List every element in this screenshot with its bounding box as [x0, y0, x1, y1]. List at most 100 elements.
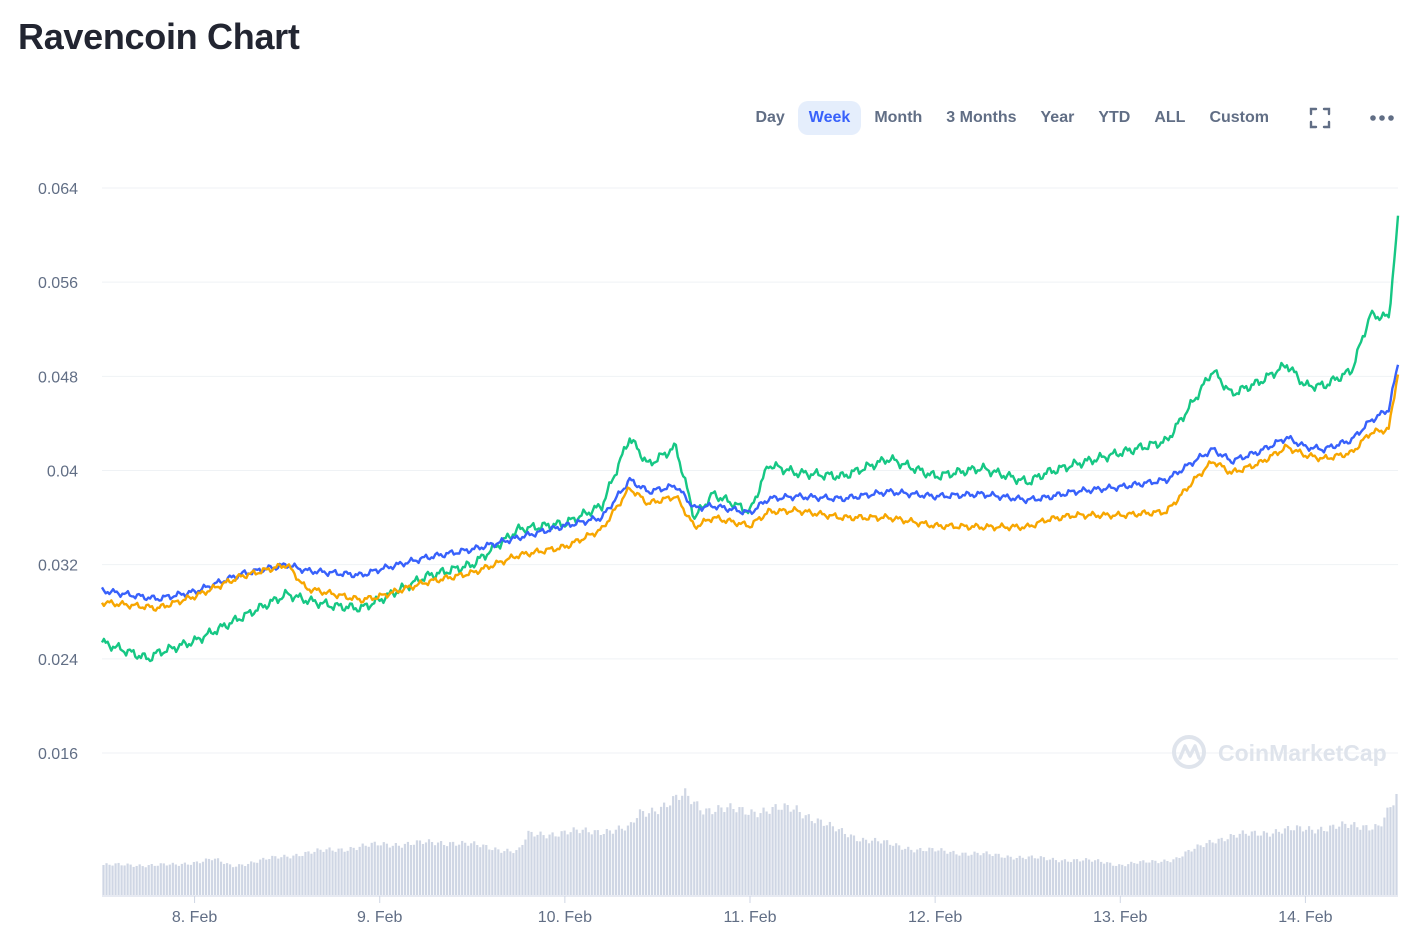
volume-bar — [424, 842, 428, 895]
volume-bar — [458, 844, 461, 895]
volume-bar — [250, 861, 253, 895]
volume-bar — [1100, 861, 1103, 895]
volume-bar — [1103, 863, 1106, 895]
volume-bar — [334, 851, 337, 895]
volume-bar — [1084, 858, 1088, 895]
volume-bar — [886, 840, 889, 895]
volume-bar — [1087, 859, 1091, 895]
volume-bar — [138, 864, 141, 895]
volume-bar — [1042, 857, 1045, 895]
volume-bar — [129, 864, 132, 895]
volume-bar — [907, 846, 910, 895]
volume-bar — [102, 865, 105, 895]
x-tick-label: 8. Feb — [172, 909, 217, 926]
volume-bar — [1380, 826, 1383, 895]
volume-bar — [397, 845, 400, 895]
volume-bar — [1000, 857, 1003, 895]
volume-bar — [216, 858, 220, 895]
x-tick-label: 9. Feb — [357, 909, 402, 926]
volume-bar — [973, 851, 976, 895]
volume-bar — [876, 841, 880, 895]
volume-bar — [623, 830, 627, 895]
volume-bar — [1009, 856, 1012, 895]
range-ytd-button[interactable]: YTD — [1098, 109, 1131, 126]
volume-bar — [165, 865, 168, 895]
volume-bar — [825, 825, 828, 895]
volume-bar — [1184, 851, 1187, 895]
volume-bar — [1317, 829, 1320, 895]
volume-bar — [858, 841, 862, 895]
x-tick-label: 12. Feb — [908, 909, 962, 926]
volume-bar — [1163, 859, 1166, 895]
volume-bar — [958, 855, 961, 895]
volume-bar — [723, 812, 726, 895]
volume-bar — [702, 814, 705, 895]
volume-bar — [1142, 860, 1145, 895]
watermark: CoinMarketCap — [1172, 735, 1387, 769]
volume-bar — [1338, 826, 1341, 895]
volume-bar — [117, 862, 120, 895]
volume-bar — [1081, 860, 1085, 895]
range-all-button[interactable]: ALL — [1154, 109, 1186, 126]
volume-bar — [1148, 862, 1151, 895]
volume-bar — [533, 836, 536, 895]
volume-bar — [753, 811, 756, 895]
range-day-button[interactable]: Day — [755, 109, 785, 126]
volume-bar — [1356, 827, 1359, 895]
volume-bar — [1211, 842, 1214, 895]
volume-bar — [937, 850, 940, 895]
volume-bar — [1359, 829, 1362, 895]
range-3-months-button[interactable]: 3 Months — [946, 109, 1017, 126]
volume-bar — [822, 825, 825, 895]
volume-bar — [141, 866, 144, 895]
volume-bar — [539, 831, 542, 895]
volume-bar — [307, 851, 310, 895]
volume-bar — [596, 830, 599, 895]
volume-bar — [219, 861, 223, 895]
chart-svg: 0.064 0.056 0.048 0.04 0.032 0.024 0.016 CoinM… — [38, 181, 1400, 926]
volume-bar — [1109, 862, 1112, 895]
volume-bar — [467, 845, 470, 895]
volume-bar — [1172, 859, 1175, 895]
volume-bar — [235, 866, 238, 895]
volume-bar — [635, 818, 639, 895]
volume-bar — [108, 864, 111, 895]
volume-bar — [756, 817, 759, 895]
volume-bar — [659, 806, 663, 895]
volume-bar — [1072, 859, 1076, 895]
volume-bar — [910, 849, 913, 895]
volume-bar — [578, 833, 581, 895]
volume-bar — [952, 850, 955, 895]
range-year-button[interactable]: Year — [1040, 109, 1075, 126]
volume-bar — [1217, 838, 1220, 895]
range-custom-button[interactable]: Custom — [1209, 109, 1269, 126]
volume-bar — [602, 834, 605, 895]
more-icon — [1370, 115, 1394, 121]
volume-bar — [1015, 858, 1018, 895]
volume-bar — [1106, 862, 1109, 895]
fullscreen-button[interactable] — [1302, 100, 1338, 136]
volume-bar — [1066, 861, 1070, 895]
volume-bar — [313, 851, 316, 895]
range-week-button[interactable]: Week — [797, 101, 862, 135]
series-line-blue — [100, 364, 1400, 602]
range-month-button[interactable]: Month — [874, 109, 923, 126]
volume-bar — [521, 844, 524, 895]
price-chart[interactable]: 0.064 0.056 0.048 0.04 0.032 0.024 0.016 CoinM… — [0, 150, 1422, 946]
volume-bar — [213, 858, 217, 895]
volume-bar — [940, 848, 943, 895]
page-title: Ravencoin Chart — [18, 16, 300, 57]
volume-bar — [759, 813, 762, 895]
volume-bar — [346, 850, 349, 895]
more-options-button[interactable] — [1364, 100, 1400, 136]
volume-bar — [560, 831, 563, 895]
volume-bar — [406, 841, 410, 895]
volume-bar — [1265, 832, 1268, 895]
volume-bar — [352, 847, 355, 895]
volume-bar — [708, 808, 711, 895]
volume-bar — [916, 849, 919, 895]
volume-bar — [325, 849, 328, 895]
volume-bar — [786, 805, 789, 895]
volume-bar — [810, 821, 813, 895]
volume-bar — [1304, 829, 1308, 895]
